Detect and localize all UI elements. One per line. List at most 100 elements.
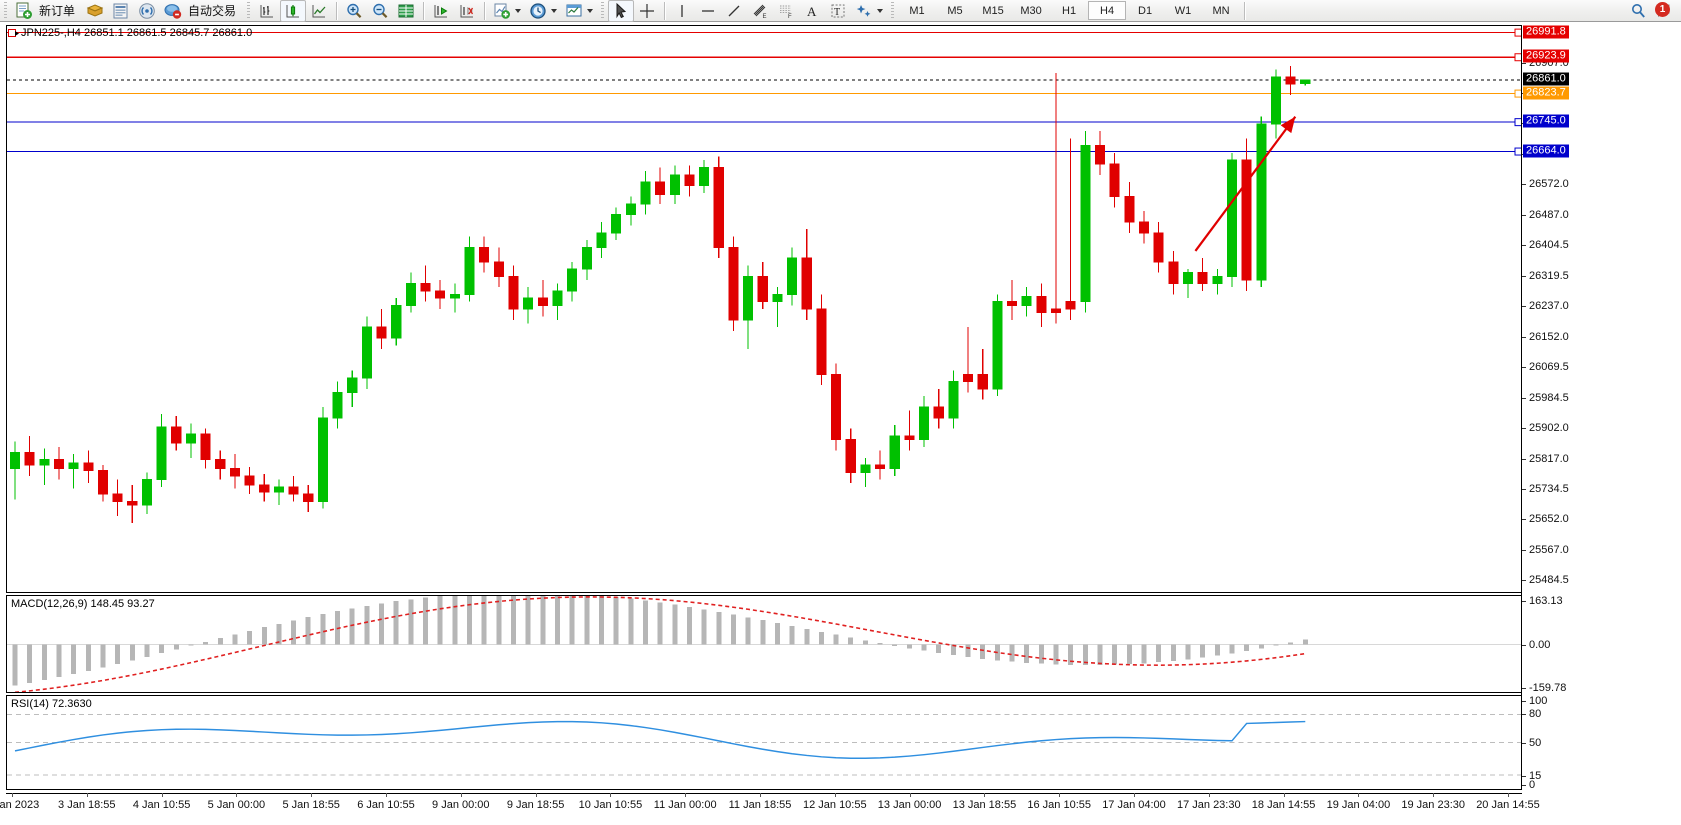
tab-timeframe-m30[interactable]: M30 — [1020, 4, 1042, 17]
scale-tick-mark — [1522, 62, 1526, 64]
templates-dropdown-arrow[interactable] — [587, 8, 594, 13]
macd-pane[interactable]: MACD(12,26,9) 148.45 93.27 — [6, 595, 1522, 693]
candle-body — [1050, 308, 1062, 314]
candle-body — [552, 290, 563, 306]
new-order-label[interactable]: 新订单 — [39, 4, 76, 18]
autotrading-icon[interactable] — [160, 0, 186, 22]
candle-body — [757, 275, 768, 303]
fibonacci-icon[interactable]: F — [773, 0, 799, 22]
price-level-label[interactable]: 26664.0 — [1523, 144, 1569, 158]
macd-tick-label: 163.13 — [1529, 595, 1563, 607]
period-clock-icon[interactable] — [525, 0, 551, 22]
price-tick-label: 25734.5 — [1529, 483, 1569, 496]
price-pane[interactable]: JPN225-,H4 26851.1 26861.5 26845.7 26861… — [6, 25, 1522, 593]
candle-body — [1270, 76, 1282, 125]
toolbar-grip-3[interactable] — [599, 1, 607, 20]
tab-timeframe-m15[interactable]: M15 — [982, 4, 1004, 17]
price-level-label[interactable]: 26861.0 — [1523, 72, 1569, 86]
price-level-label[interactable]: 26823.7 — [1523, 86, 1569, 100]
price-tick-label: 26237.0 — [1529, 300, 1569, 313]
tab-timeframe-m5[interactable]: M5 — [947, 4, 963, 17]
candle-body — [728, 246, 739, 321]
candle-body — [156, 426, 167, 481]
add-indicator-icon[interactable] — [489, 0, 515, 22]
price-level-label[interactable]: 26923.9 — [1523, 49, 1569, 63]
line-chart-icon[interactable] — [306, 0, 332, 22]
candle-body — [53, 459, 65, 470]
book-icon[interactable] — [82, 0, 108, 22]
tab-timeframe-mn[interactable]: MN — [1212, 4, 1230, 17]
candle-body — [361, 326, 372, 379]
candle-body — [376, 326, 387, 339]
rsi-pane[interactable]: RSI(14) 72.3630 — [6, 695, 1522, 790]
time-tick-label: 6 Jan 10:55 — [357, 799, 415, 811]
templates-icon[interactable] — [561, 0, 587, 22]
time-tick-label: 3 Jan 2023 — [0, 799, 40, 811]
tab-timeframe-w1[interactable]: W1 — [1174, 4, 1192, 17]
candle-body — [1124, 196, 1135, 223]
terminal-icon[interactable] — [108, 0, 134, 22]
level-handle — [1514, 89, 1521, 98]
tab-timeframe-d1[interactable]: D1 — [1138, 4, 1153, 17]
candle-body — [508, 275, 519, 310]
price-tick-label: 25484.5 — [1529, 574, 1569, 587]
objects-dropdown-arrow[interactable] — [877, 8, 884, 13]
objects-icon[interactable] — [851, 0, 877, 22]
time-tick-mark — [161, 793, 163, 797]
data-window-icon[interactable] — [393, 0, 419, 22]
indicator-dropdown-arrow[interactable] — [515, 8, 522, 13]
search-icon[interactable] — [1625, 0, 1651, 22]
toolbar-grip[interactable] — [2, 1, 9, 20]
candle-body — [1241, 159, 1252, 281]
scale-axis-line — [1521, 25, 1522, 790]
candle-body — [787, 257, 798, 295]
candle-body — [640, 181, 651, 205]
notifications-icon[interactable]: 1 — [1651, 0, 1677, 22]
zoom-out-icon[interactable] — [367, 0, 393, 22]
candlestick-chart-icon[interactable] — [280, 0, 307, 22]
chart-shift-icon[interactable] — [428, 0, 454, 22]
autotrading-label[interactable]: 自动交易 — [188, 4, 237, 18]
time-tick-mark — [834, 793, 836, 797]
trend-arrow-head — [1280, 116, 1296, 134]
price-tick-label: 25984.5 — [1529, 392, 1569, 405]
toolbar-separator-2 — [423, 1, 425, 20]
candle-body — [801, 257, 812, 310]
text-label-icon[interactable]: T — [825, 0, 851, 22]
tab-timeframe-m1[interactable]: M1 — [909, 4, 925, 17]
candle-body — [435, 290, 446, 299]
tab-timeframe-h4[interactable]: H4 — [1088, 1, 1127, 20]
trend-line-icon[interactable] — [721, 0, 747, 22]
scale-tick-mark — [1522, 245, 1526, 247]
toolbar-grip-2[interactable] — [245, 1, 253, 20]
candle-body — [1138, 221, 1150, 234]
toolbar-grip-4[interactable] — [889, 1, 897, 20]
candle-body — [1226, 159, 1238, 277]
vertical-line-icon[interactable] — [669, 0, 695, 22]
scale-tick-mark — [1522, 459, 1526, 461]
scale-tick-mark — [1522, 367, 1526, 369]
candle-body — [1182, 272, 1194, 285]
signal-icon[interactable] — [134, 0, 160, 22]
candle-body — [1036, 295, 1047, 314]
chart-canvas[interactable]: JPN225-,H4 26851.1 26861.5 26845.7 26861… — [0, 22, 1681, 825]
tab-timeframe-h1[interactable]: H1 — [1062, 4, 1077, 17]
price-scale[interactable]: 26907.026823.526739.526654.526572.026487… — [1521, 22, 1681, 825]
crosshair-icon[interactable] — [634, 0, 660, 22]
auto-scroll-icon[interactable] — [454, 0, 480, 22]
new-order-icon[interactable] — [11, 0, 37, 22]
period-dropdown-arrow[interactable] — [551, 8, 558, 13]
horizontal-line-icon[interactable] — [695, 0, 721, 22]
price-level-label[interactable]: 26991.8 — [1523, 25, 1569, 39]
cursor-icon[interactable] — [608, 0, 635, 22]
time-tick-mark — [311, 793, 313, 797]
bar-chart-icon[interactable] — [254, 0, 280, 22]
candle-body — [317, 417, 328, 502]
equidistant-channel-icon[interactable]: E — [747, 0, 773, 22]
time-scale[interactable]: 3 Jan 2023 3 Jan 18:55 4 Jan 10:55 5 Jan 00… — [0, 793, 1540, 823]
text-icon[interactable]: A — [799, 0, 825, 22]
price-level-label[interactable]: 26745.0 — [1523, 114, 1569, 128]
zoom-in-icon[interactable] — [341, 0, 367, 22]
time-tick-mark — [1208, 793, 1210, 797]
